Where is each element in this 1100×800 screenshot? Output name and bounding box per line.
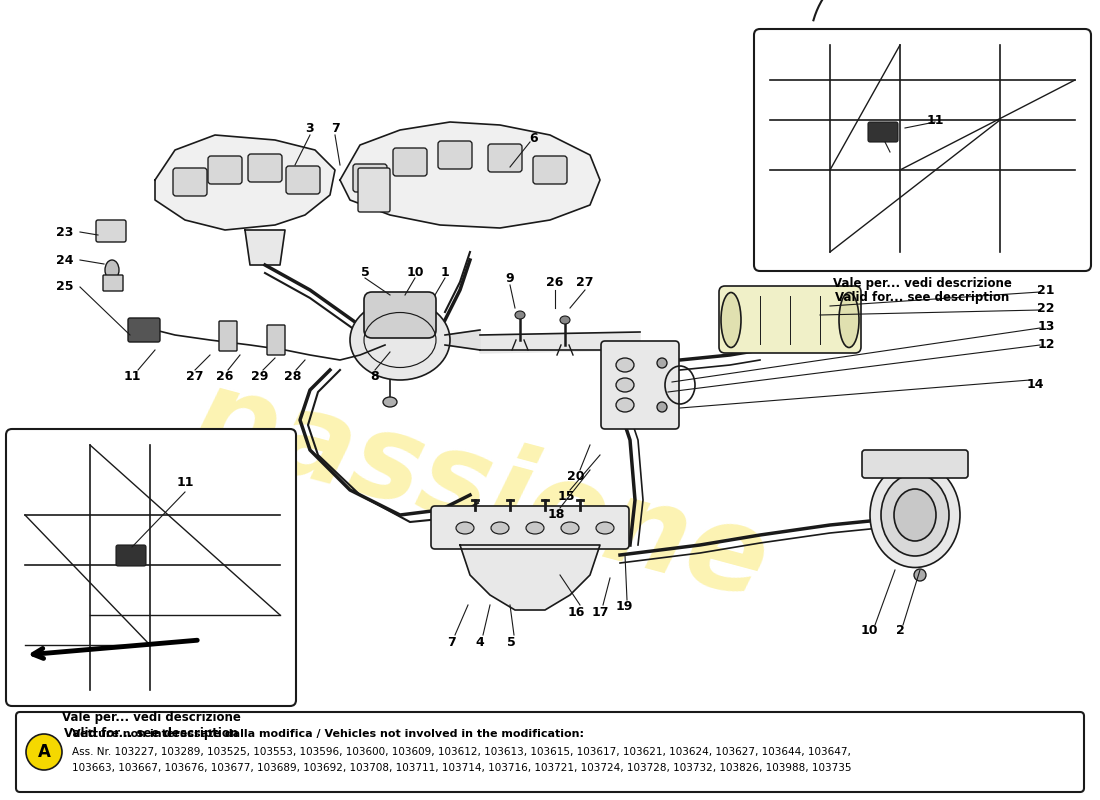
Ellipse shape [720,293,741,347]
Text: Vale per... vedi descrizione: Vale per... vedi descrizione [833,277,1011,290]
Text: 18: 18 [548,509,564,522]
Ellipse shape [839,293,859,347]
Ellipse shape [560,316,570,324]
Text: 14: 14 [1026,378,1044,390]
Text: 27: 27 [576,277,594,290]
Text: 23: 23 [56,226,74,238]
Ellipse shape [596,522,614,534]
Circle shape [657,402,667,412]
Text: 5: 5 [361,266,370,278]
FancyBboxPatch shape [353,164,387,192]
FancyBboxPatch shape [488,144,522,172]
Text: 6: 6 [530,131,538,145]
Text: 11: 11 [176,475,194,489]
Ellipse shape [881,474,949,556]
Text: 4: 4 [475,635,484,649]
FancyBboxPatch shape [358,168,390,212]
Text: 24: 24 [56,254,74,266]
FancyBboxPatch shape [286,166,320,194]
FancyBboxPatch shape [393,148,427,176]
FancyBboxPatch shape [431,506,629,549]
Ellipse shape [515,311,525,319]
FancyBboxPatch shape [534,156,566,184]
Circle shape [26,734,62,770]
Text: Valid for... see description: Valid for... see description [835,291,1009,305]
Text: 22: 22 [1037,302,1055,315]
FancyBboxPatch shape [219,321,236,351]
Polygon shape [245,230,285,265]
Polygon shape [460,545,600,610]
Text: 16: 16 [568,606,585,618]
FancyBboxPatch shape [128,318,160,342]
Ellipse shape [526,522,544,534]
FancyBboxPatch shape [754,29,1091,271]
Ellipse shape [491,522,509,534]
Text: 2: 2 [895,623,904,637]
Ellipse shape [616,398,634,412]
Text: 13: 13 [1037,321,1055,334]
Text: 9: 9 [506,271,515,285]
FancyBboxPatch shape [96,220,126,242]
Circle shape [657,358,667,368]
Text: 20: 20 [568,470,585,483]
Text: 27: 27 [186,370,204,382]
Text: 5: 5 [507,635,516,649]
Text: 28: 28 [284,370,301,382]
Polygon shape [155,135,336,230]
Ellipse shape [561,522,579,534]
Text: 26: 26 [217,370,233,382]
Text: 12: 12 [1037,338,1055,350]
Text: 21: 21 [1037,283,1055,297]
Ellipse shape [894,489,936,541]
Ellipse shape [616,378,634,392]
FancyBboxPatch shape [173,168,207,196]
Text: 3: 3 [306,122,315,134]
Text: 26: 26 [547,277,563,290]
Polygon shape [446,330,480,350]
FancyBboxPatch shape [116,545,146,566]
Text: Valid for... see description: Valid for... see description [64,726,238,739]
Text: 103663, 103667, 103676, 103677, 103689, 103692, 103708, 103711, 103714, 103716, : 103663, 103667, 103676, 103677, 103689, … [72,763,851,773]
FancyBboxPatch shape [16,712,1084,792]
Polygon shape [340,122,600,228]
Text: 7: 7 [448,635,456,649]
Polygon shape [480,332,640,353]
FancyBboxPatch shape [601,341,679,429]
FancyBboxPatch shape [364,292,436,338]
Ellipse shape [104,260,119,280]
Text: 19: 19 [615,601,632,614]
Text: 17: 17 [592,606,608,618]
FancyBboxPatch shape [267,325,285,355]
FancyBboxPatch shape [862,450,968,478]
Text: Ass. Nr. 103227, 103289, 103525, 103553, 103596, 103600, 103609, 103612, 103613,: Ass. Nr. 103227, 103289, 103525, 103553,… [72,747,851,757]
Ellipse shape [616,358,634,372]
Circle shape [914,569,926,581]
Text: 10: 10 [406,266,424,278]
Text: 15: 15 [558,490,574,502]
Text: 8: 8 [371,370,380,382]
Ellipse shape [870,462,960,567]
Text: A: A [37,743,51,761]
Text: 29: 29 [251,370,268,382]
FancyBboxPatch shape [868,122,898,142]
Text: 1: 1 [441,266,450,278]
Text: 10: 10 [860,623,878,637]
Ellipse shape [383,397,397,407]
FancyBboxPatch shape [719,286,861,353]
Text: 7: 7 [331,122,340,134]
FancyBboxPatch shape [208,156,242,184]
Text: 11: 11 [123,370,141,382]
Text: 25: 25 [56,281,74,294]
Ellipse shape [350,300,450,380]
Text: Vetture non interessate dalla modifica / Vehicles not involved in the modificati: Vetture non interessate dalla modifica /… [72,729,584,739]
FancyBboxPatch shape [248,154,282,182]
FancyBboxPatch shape [438,141,472,169]
Text: passione: passione [180,358,780,622]
Ellipse shape [456,522,474,534]
FancyBboxPatch shape [103,275,123,291]
Text: Vale per... vedi descrizione: Vale per... vedi descrizione [62,711,241,725]
FancyBboxPatch shape [6,429,296,706]
Text: 11: 11 [926,114,944,126]
